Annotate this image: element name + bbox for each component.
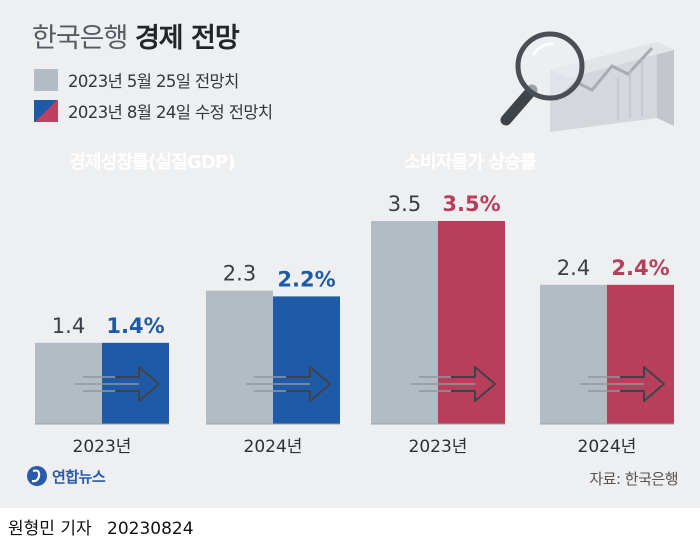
yonhap-logo-icon <box>27 466 47 486</box>
byline-author: 원형민 기자 <box>8 519 92 539</box>
category-label-gdp-1: 2023년 <box>73 437 132 457</box>
panel-label-cpi: 소비자물가 상승률 <box>404 152 536 173</box>
bar-chart: 1.4 1.4% 2023년 2.3 2.2% 2024년 3.5 3.5% 2023년 2.4 2… <box>35 192 674 457</box>
legend-label-previous: 2023년 5월 25일 전망치 <box>68 72 239 91</box>
yonhap-logo-text: 연합뉴스 <box>52 467 106 486</box>
data-label-cpi-revised-1: 3.5% <box>442 192 500 216</box>
category-label-cpi-2: 2024년 <box>578 437 637 457</box>
byline-date: 20230824 <box>107 519 194 539</box>
bar-cpi-revised-1 <box>438 221 505 424</box>
panel-label-gdp: 경제성장률(실질GDP) <box>69 152 235 173</box>
bar-gdp-revised-2 <box>273 296 340 424</box>
data-label-cpi-previous-1: 3.5 <box>388 192 421 216</box>
source-note: 자료: 한국은행 <box>589 470 678 488</box>
byline: 원형민 기자 20230824 <box>8 514 194 539</box>
arrow-icon <box>246 366 331 402</box>
infographic-card: 한국은행 경제 전망 2023년 5월 25일 전망치 2023년 8월 24일… <box>0 0 700 508</box>
category-label-cpi-1: 2023년 <box>409 437 468 457</box>
data-label-cpi-revised-2: 2.4% <box>611 256 669 280</box>
legend-item-revised: 2023년 8월 24일 수정 전망치 <box>34 99 273 123</box>
data-label-cpi-previous-2: 2.4 <box>557 256 590 280</box>
legend-swatch-previous <box>34 69 58 91</box>
arrow-icon <box>580 366 665 402</box>
title-bold: 경제 전망 <box>134 23 240 54</box>
bar-cpi-previous-1 <box>371 221 438 424</box>
legend-label-revised: 2023년 8월 24일 수정 전망치 <box>68 103 273 122</box>
bar-cpi-previous-2 <box>540 284 607 424</box>
data-label-gdp-revised-1: 1.4% <box>106 314 164 338</box>
arrow-icon <box>411 366 496 402</box>
bar-cpi-revised-2 <box>607 284 674 424</box>
bar-gdp-previous-2 <box>206 290 273 424</box>
category-label-gdp-2: 2024년 <box>244 437 303 457</box>
yonhap-logo: 연합뉴스 <box>26 465 106 487</box>
magnifier-chart-icon <box>500 31 674 132</box>
data-label-gdp-previous-2: 2.3 <box>223 262 256 286</box>
page-title: 한국은행 경제 전망 <box>32 16 240 55</box>
legend-swatch-revised <box>34 100 58 122</box>
data-label-gdp-revised-2: 2.2% <box>277 267 335 291</box>
legend-item-previous: 2023년 5월 25일 전망치 <box>34 68 239 92</box>
data-label-gdp-previous-1: 1.4 <box>52 314 85 338</box>
arrow-icon <box>75 366 160 402</box>
title-light: 한국은행 <box>32 23 128 54</box>
